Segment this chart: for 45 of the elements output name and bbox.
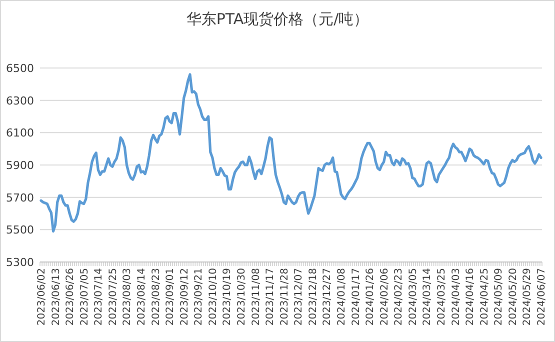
y-tick-label: 6500 (6, 62, 34, 75)
x-tick-label: 2023/07/05 (79, 268, 90, 326)
x-tick-label: 2024/03/25 (436, 268, 448, 326)
x-tick-label: 2024/03/14 (422, 268, 434, 326)
y-tick-label: 5300 (6, 256, 34, 269)
x-tick-label: 2023/12/07 (294, 268, 305, 326)
x-tick-label: 2023/07/14 (94, 268, 105, 326)
x-tick-label: 2023/09/21 (194, 268, 205, 326)
x-tick-label: 2023/10/10 (208, 268, 219, 326)
x-tick-label: 2024/02/06 (379, 268, 390, 326)
y-tick-label: 5500 (6, 224, 34, 237)
x-tick-label: 2023/10/19 (222, 268, 234, 326)
x-tick-label: 2024/01/26 (365, 268, 376, 326)
x-tick-label: 2024/04/16 (465, 268, 476, 326)
x-tick-label: 2024/05/09 (494, 268, 505, 326)
x-tick-label: 2023/06/13 (50, 268, 62, 326)
x-tick-label: 2023/12/27 (322, 268, 334, 326)
x-tick-label: 2023/11/08 (250, 268, 262, 326)
x-tick-label: 2023/06/26 (65, 268, 76, 326)
x-tick-label: 2023/08/03 (122, 268, 134, 326)
chart-title: 华东PTA现货价格（元/吨） (186, 10, 369, 28)
x-tick-label: 2024/05/29 (522, 268, 534, 326)
x-tick-label: 2023/09/12 (179, 268, 190, 326)
y-tick-label: 5900 (6, 159, 34, 172)
x-tick-label: 2023/11/28 (279, 268, 290, 326)
x-tick-label: 2024/01/17 (350, 268, 362, 326)
x-tick-label: 2024/06/07 (536, 268, 548, 326)
y-tick-label: 5700 (6, 191, 34, 204)
x-tick-label: 2024/03/05 (408, 268, 419, 326)
x-tick-label: 2023/10/30 (236, 268, 248, 326)
x-tick-label: 2023/06/02 (36, 268, 48, 326)
line-series (40, 73, 542, 233)
x-tick-label: 2023/12/18 (308, 268, 319, 326)
x-tick-label: 2023/08/14 (136, 268, 148, 326)
x-tick-label: 2023/08/23 (150, 268, 162, 326)
x-tick-label: 2024/02/23 (394, 268, 405, 326)
x-tick-label: 2024/04/03 (450, 268, 462, 326)
y-tick-label: 6300 (6, 94, 34, 108)
x-tick-label: 2023/09/01 (165, 268, 176, 326)
x-tick-label: 2024/01/08 (336, 268, 348, 326)
x-tick-label: 2024/05/20 (508, 268, 519, 326)
x-tick-label: 2023/07/25 (108, 268, 119, 326)
x-tick-label: 2023/11/17 (265, 268, 276, 326)
y-tick-label: 6100 (6, 126, 34, 140)
x-tick-label: 2024/04/25 (479, 268, 490, 326)
